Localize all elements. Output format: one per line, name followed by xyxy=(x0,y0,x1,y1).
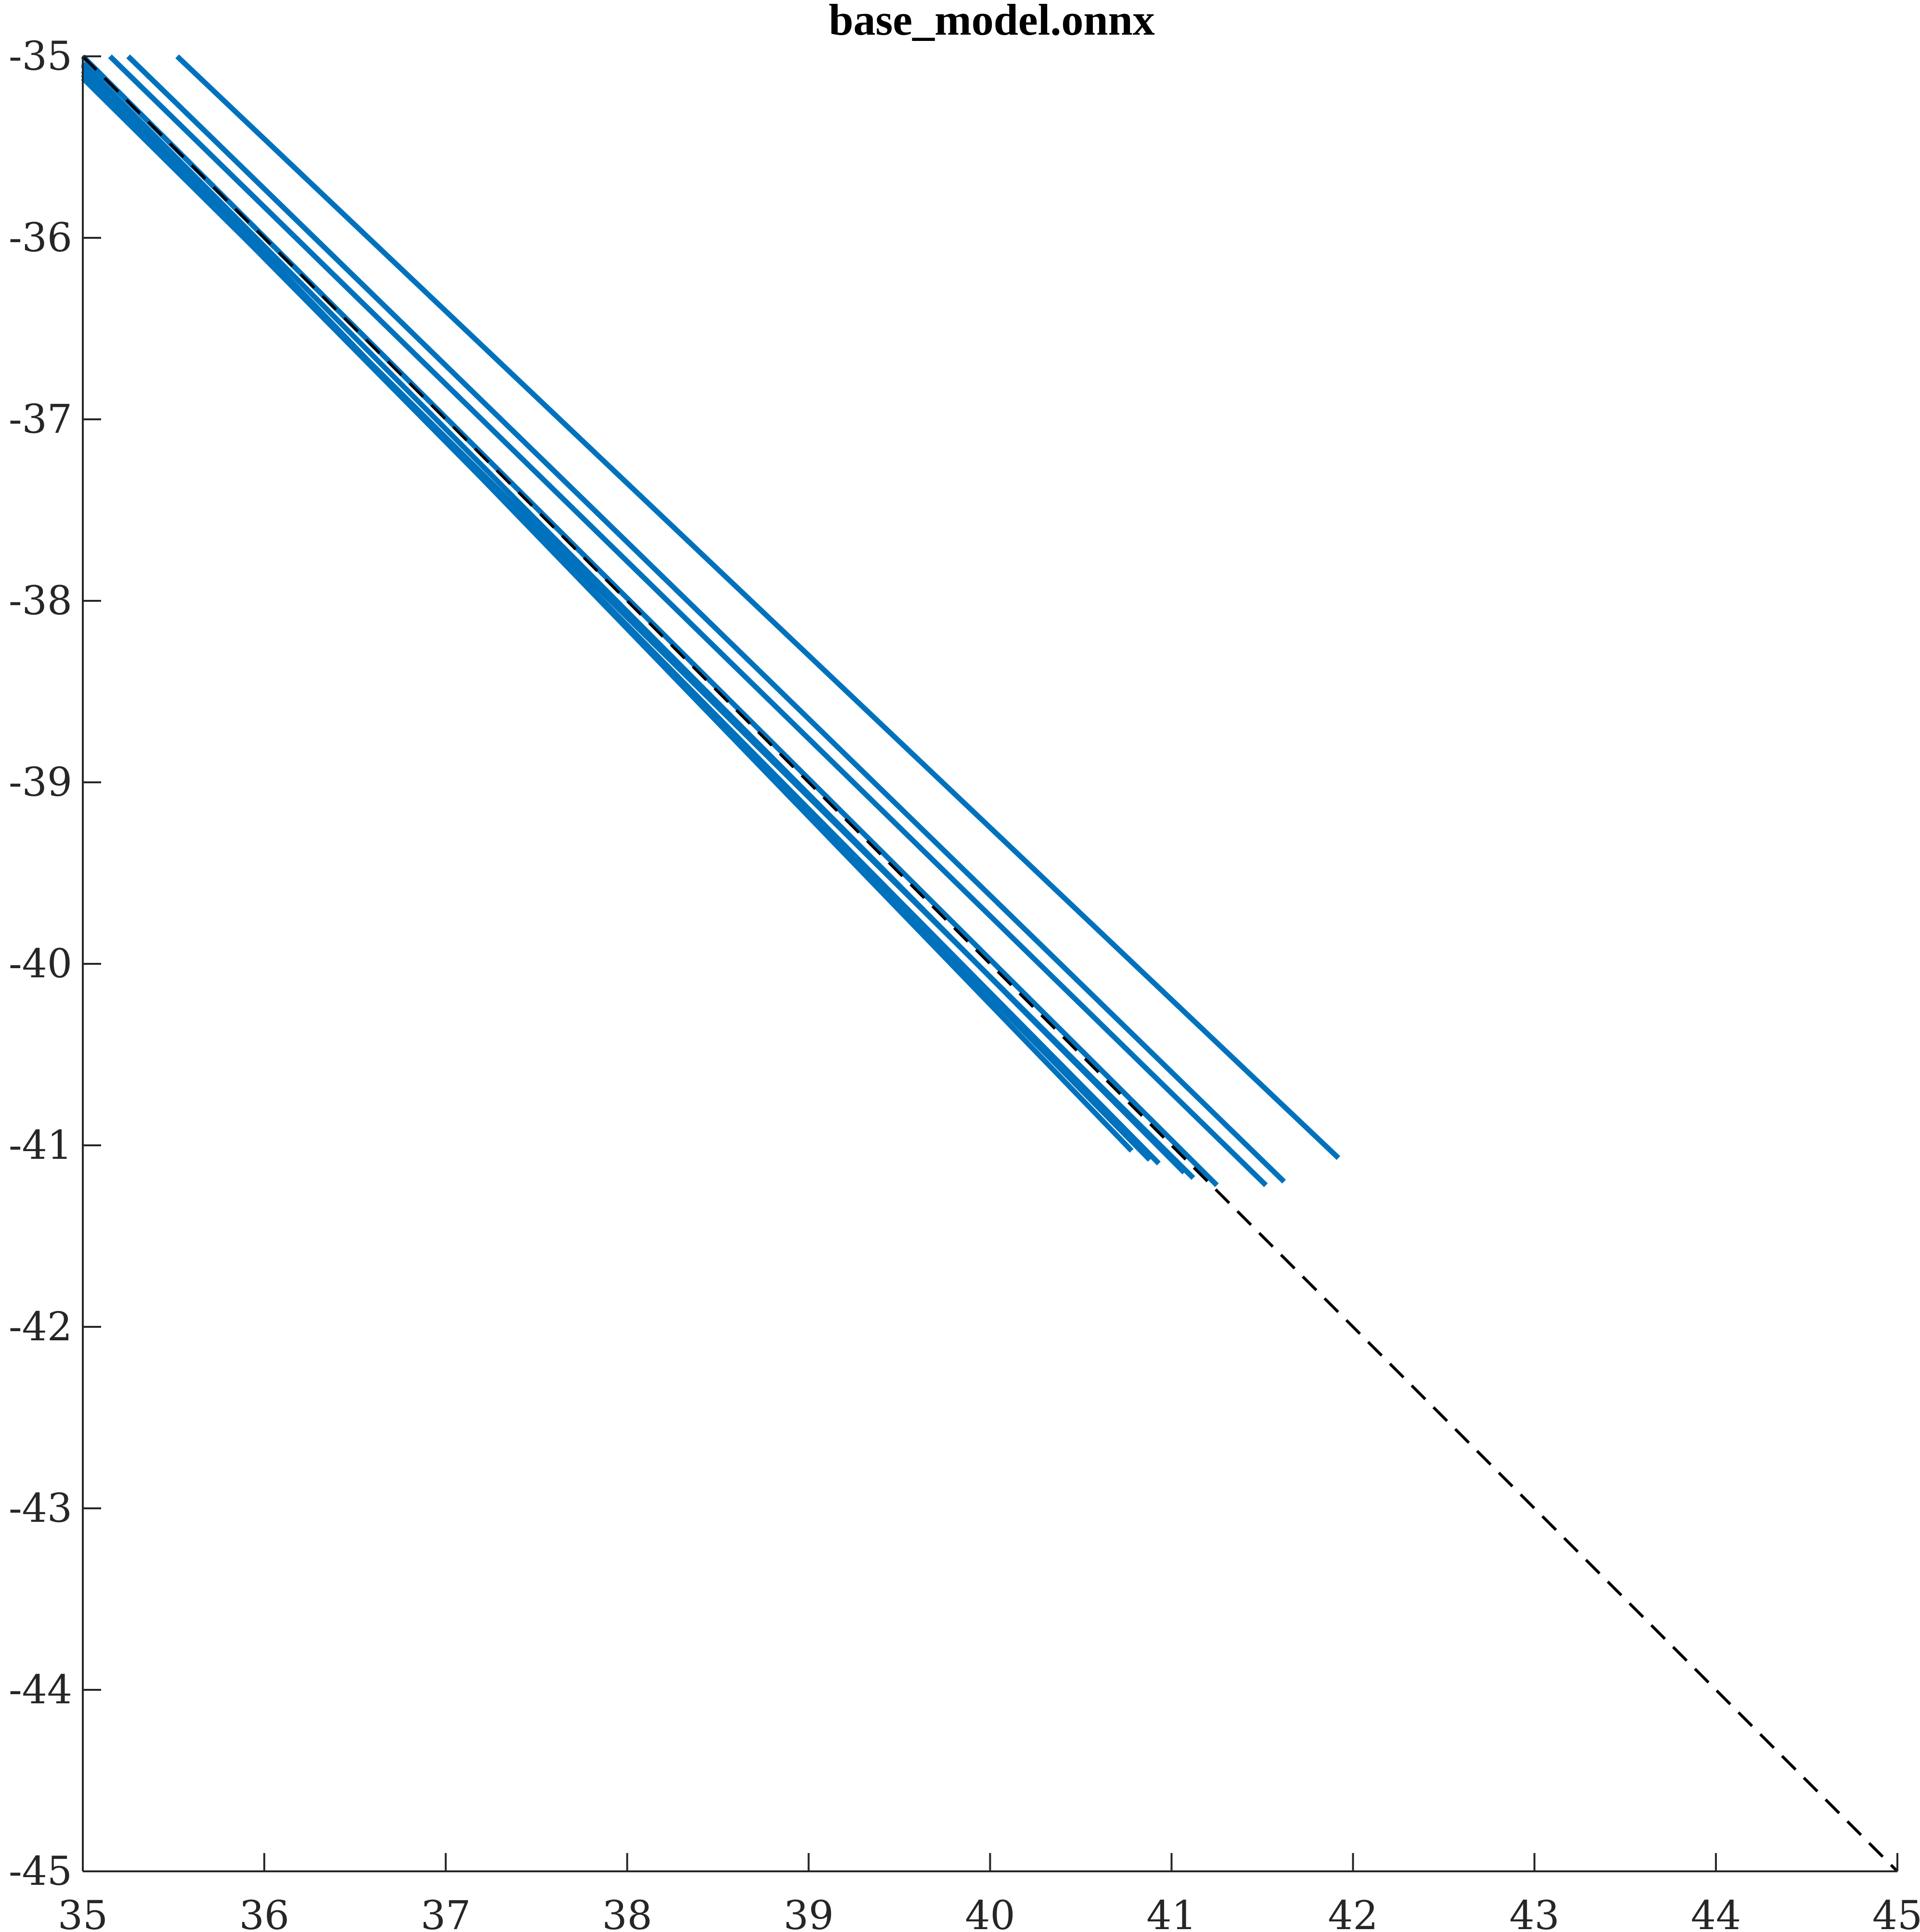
x-tick-label: 37 xyxy=(421,1893,471,1932)
y-tick-label: -43 xyxy=(9,1486,72,1531)
y-tick-label: -42 xyxy=(9,1304,72,1350)
y-tick-label: -37 xyxy=(9,397,72,442)
series-line-6 xyxy=(81,54,1219,1187)
x-tick-label: 41 xyxy=(1146,1893,1196,1932)
x-tick-label: 39 xyxy=(783,1893,833,1932)
y-tick-label: -41 xyxy=(9,1123,72,1168)
reference-line xyxy=(81,55,1899,1873)
x-tick-label: 40 xyxy=(965,1893,1015,1932)
y-tick-label: -39 xyxy=(9,760,72,805)
series-line-7 xyxy=(108,54,1268,1187)
x-tick-label: 42 xyxy=(1328,1893,1378,1932)
x-tick-label: 38 xyxy=(602,1893,652,1932)
x-tick-label: 44 xyxy=(1691,1893,1741,1932)
y-tick-label: -45 xyxy=(9,1849,72,1894)
x-tick-label: 45 xyxy=(1872,1893,1920,1932)
y-tick-label: -36 xyxy=(9,215,72,261)
series-line-9 xyxy=(175,54,1340,1160)
plot-area xyxy=(81,54,1899,1873)
series-line-5 xyxy=(81,76,1195,1180)
x-tick-label: 43 xyxy=(1509,1893,1559,1932)
y-tick-label: -35 xyxy=(9,34,72,79)
chart-title: base_model.onnx xyxy=(829,0,1155,44)
y-tick-label: -40 xyxy=(9,941,72,987)
y-tick-label: -38 xyxy=(9,578,72,624)
x-tick-label: 35 xyxy=(58,1893,108,1932)
series-line-8 xyxy=(126,54,1286,1184)
x-tick-label: 36 xyxy=(239,1893,289,1932)
axes: 35 36 37 38 39 40 41 42 43 44 45 -35 -36 -37 -38 -39 -40… xyxy=(9,34,1920,1932)
y-tick-label: -44 xyxy=(9,1667,72,1713)
